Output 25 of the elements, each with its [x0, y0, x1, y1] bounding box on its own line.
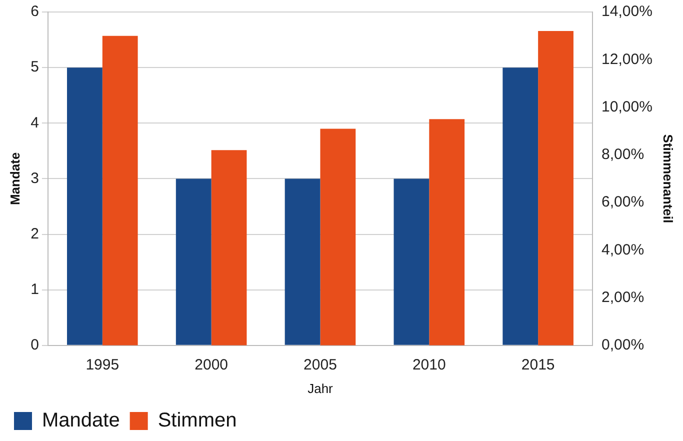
y-axis-title: Mandate: [7, 152, 22, 206]
y-tick-label: 0: [30, 336, 39, 354]
x-tick-label: 2015: [521, 356, 555, 374]
x-axis-title: Jahr: [308, 380, 334, 396]
y2-tick-label: 2,00%: [602, 288, 644, 306]
x-tick-label: 2010: [412, 356, 446, 374]
y2-tick-label: 8,00%: [602, 146, 644, 164]
y-tick-label: 2: [30, 225, 39, 242]
y2-tick-label: 6,00%: [602, 194, 644, 211]
y2-tick-label: 10,00%: [602, 98, 652, 116]
y-tick-label: 4: [30, 114, 39, 132]
legend-label: Stimmen: [158, 410, 237, 432]
y-tick-label: 6: [30, 3, 39, 20]
y2-tick-label: 0,00%: [602, 336, 644, 354]
y2-tick-label: 14,00%: [602, 3, 652, 20]
legend-label: Mandate: [42, 410, 120, 432]
x-tick-label: 2005: [304, 356, 337, 374]
y2-tick-label: 12,00%: [602, 50, 652, 68]
y-tick-label: 1: [30, 280, 39, 298]
y-tick-label: 5: [30, 58, 39, 76]
y2-tick-label: 4,00%: [602, 241, 644, 258]
x-tick-label: 1995: [86, 356, 120, 374]
y-tick-label: 3: [30, 170, 39, 187]
y2-axis-title: Stimmenanteil: [660, 134, 676, 224]
x-tick-label: 2000: [194, 356, 228, 374]
